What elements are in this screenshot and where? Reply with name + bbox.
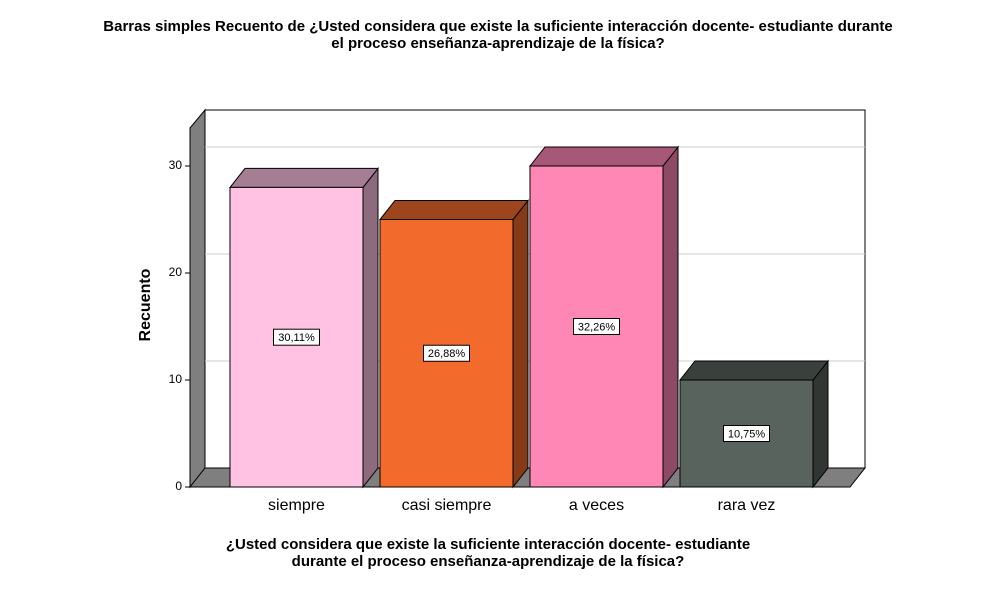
chart-title: Barras simples Recuento de ¿Usted consid… bbox=[103, 18, 892, 35]
bar: 32,26% bbox=[528, 145, 680, 489]
bar: 26,88% bbox=[378, 199, 530, 489]
data-label: 32,26% bbox=[578, 321, 616, 333]
bar-top bbox=[528, 146, 680, 167]
data-label: 26,88% bbox=[428, 348, 466, 360]
chart-title: el proceso enseñanza-aprendizaje de la f… bbox=[331, 35, 664, 52]
data-label: 30,11% bbox=[278, 332, 315, 344]
y-axis-title: Recuento bbox=[137, 268, 154, 341]
x-axis-title: ¿Usted considera que existe la suficient… bbox=[226, 536, 750, 553]
y-tick-label: 30 bbox=[169, 158, 183, 172]
label-box bbox=[723, 425, 770, 442]
label-box bbox=[573, 318, 620, 335]
bar-side bbox=[362, 166, 379, 489]
bar: 10,75% bbox=[678, 359, 830, 489]
label-box bbox=[423, 344, 470, 362]
y-tick-label: 20 bbox=[169, 265, 183, 279]
label-box bbox=[273, 328, 320, 346]
y-tick-label: 0 bbox=[175, 479, 182, 493]
x-tick-label: a veces bbox=[569, 497, 624, 514]
bar-side bbox=[512, 199, 529, 489]
left-wall bbox=[189, 108, 206, 489]
x-axis-title: durante el proceso enseñanza-aprendizaje… bbox=[292, 553, 685, 570]
bar-top bbox=[378, 200, 530, 220]
bar: 30,11% bbox=[228, 166, 380, 489]
x-tick-label: siempre bbox=[268, 497, 325, 514]
bar-side bbox=[662, 145, 679, 489]
data-label: 10,75% bbox=[728, 428, 766, 440]
bar-top bbox=[228, 167, 380, 188]
bar-top bbox=[678, 360, 830, 381]
x-tick-label: rara vez bbox=[718, 497, 776, 514]
y-tick-label: 10 bbox=[169, 372, 183, 386]
x-tick-label: casi siempre bbox=[402, 497, 492, 514]
bar-side bbox=[812, 359, 829, 489]
